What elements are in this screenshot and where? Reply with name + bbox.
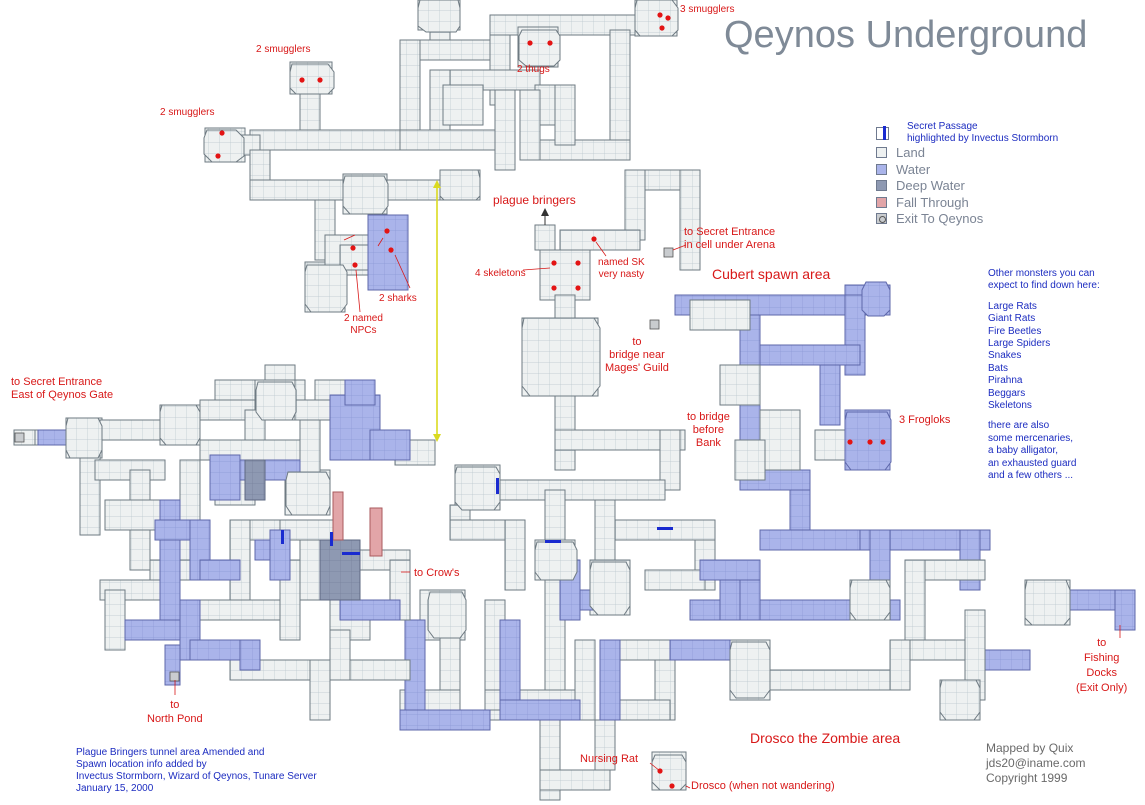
label-4-skeletons: 4 skeletons: [475, 268, 526, 279]
label-fishing-docks: to Fishing Docks (Exit Only): [1076, 637, 1128, 694]
legend-exit-label: Exit To Qeynos: [896, 210, 984, 226]
water-swatch: [876, 163, 887, 175]
monster-item: Large Rats: [988, 300, 1037, 312]
label-2-thugs: 2 thugs: [517, 64, 550, 75]
secret-passage-swatch-icon: [876, 125, 889, 140]
label-cubert-spawn: Cubert spawn area: [712, 266, 831, 282]
spawn-dots: [215, 12, 886, 789]
legend-fall-through: Fall Through: [876, 194, 969, 210]
label-plague-bringers: plague bringers: [493, 193, 576, 207]
monster-list: Other monsters you can expect to find do…: [988, 268, 1100, 483]
legend-exit: Exit To Qeynos: [876, 210, 984, 226]
label-named-sk: named SK very nasty: [598, 257, 645, 280]
fall-through: [332, 491, 383, 557]
label-2-smugglers-a: 2 smugglers: [256, 44, 311, 55]
land-swatch: [876, 146, 887, 158]
left-complex-deep: [244, 459, 361, 601]
monster-item: Skeletons: [988, 400, 1032, 412]
monster-list-intro: Other monsters you can expect to find do…: [988, 268, 1100, 292]
exit-swatch-icon: [876, 212, 887, 224]
monster-item: Giant Rats: [988, 313, 1036, 325]
legend-land-label: Land: [896, 144, 925, 160]
label-2-sharks: 2 sharks: [379, 293, 417, 304]
plague-arrow: [541, 208, 549, 225]
label-to-crows: to Crow's: [414, 567, 460, 579]
monster-item: Snakes: [988, 350, 1022, 362]
legend-fall-through-label: Fall Through: [896, 194, 969, 210]
monster-item: Fire Beetles: [988, 325, 1042, 337]
label-bridge-bank: to bridge before Bank: [687, 411, 730, 449]
credits-left: Plague Bringers tunnel area Amended and …: [76, 747, 317, 794]
legend-water: Water: [876, 161, 931, 177]
leader-lines: [174, 234, 1121, 789]
monster-item: Pirahna: [988, 375, 1023, 387]
legend-deep-water-label: Deep Water: [896, 177, 965, 193]
label-mages-guild: to bridge near Mages' Guild: [605, 336, 669, 374]
map-title: Qeynos Underground: [724, 14, 1088, 56]
legend-water-label: Water: [896, 161, 931, 177]
monster-item: Bats: [988, 362, 1009, 374]
label-secret-entrance-gate: to Secret Entrance East of Qeynos Gate: [11, 376, 114, 401]
cubert-top-room: [861, 281, 891, 317]
octagon-rooms: [65, 0, 1071, 791]
label-drosco-area: Drosco the Zombie area: [750, 730, 901, 746]
label-drosco: Drosco (when not wandering): [691, 780, 835, 792]
deep-water-swatch: [876, 179, 887, 191]
fall-through-swatch: [876, 196, 887, 208]
label-north-pond: to North Pond: [147, 699, 203, 725]
monster-item: Large Spiders: [988, 338, 1051, 350]
yellow-connection: [433, 180, 441, 442]
legend-secret-passage: Secret Passage highlighted by Invectus S…: [876, 120, 1058, 146]
credits-right: Mapped by Quix jds20@iname.com Copyright…: [986, 741, 1086, 785]
label-3-smugglers: 3 smugglers: [680, 4, 735, 15]
label-3-frogloks: 3 Frogloks: [899, 414, 951, 426]
left-complex-water: [37, 379, 411, 686]
legend-secret-passage-label: Secret Passage highlighted by Invectus S…: [907, 121, 1059, 144]
exit-markers: [14, 247, 674, 682]
sharks-pool: [367, 214, 409, 291]
legend-land: Land: [876, 144, 925, 160]
label-2-smugglers-b: 2 smugglers: [160, 107, 215, 118]
monster-item: Beggars: [988, 387, 1026, 399]
label-2-named-npcs: 2 named NPCs: [344, 313, 383, 336]
legend-deep-water: Deep Water: [876, 177, 965, 193]
monster-list-outro: there are also some mercenaries, a baby …: [988, 420, 1077, 482]
label-nursing-rat: Nursing Rat: [580, 753, 639, 765]
label-secret-entrance-arena: to Secret Entrance in cell under Arena: [684, 226, 776, 251]
secret-passage-markers: [281, 478, 673, 555]
